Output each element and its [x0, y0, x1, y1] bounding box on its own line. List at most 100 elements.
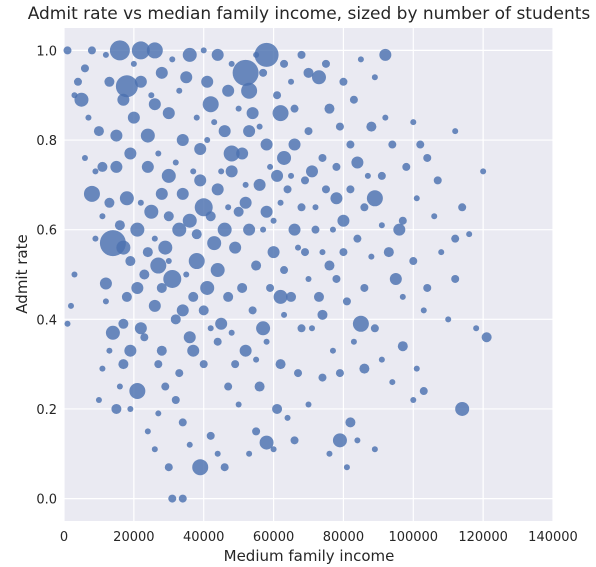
data-point [191, 229, 202, 240]
data-point [110, 129, 123, 142]
data-point [155, 410, 162, 417]
data-point [223, 291, 234, 302]
data-point [420, 307, 427, 314]
data-point [220, 463, 229, 472]
data-point [397, 341, 408, 352]
data-point [178, 418, 187, 427]
data-point [301, 176, 310, 185]
x-tick-label: 80000 [323, 530, 364, 545]
data-point [267, 163, 274, 170]
data-point [117, 93, 130, 106]
data-point [144, 204, 159, 219]
data-point [176, 187, 189, 200]
data-point [115, 75, 138, 98]
data-point [480, 168, 487, 175]
data-point [297, 203, 306, 212]
data-point [324, 260, 335, 271]
data-point [243, 223, 256, 236]
data-point [349, 95, 358, 104]
data-point [305, 401, 312, 408]
data-point [171, 395, 180, 404]
data-point [398, 216, 407, 225]
data-point [321, 59, 330, 68]
data-point [413, 195, 420, 202]
data-point [364, 172, 371, 179]
data-point [267, 246, 280, 259]
data-point [211, 119, 218, 126]
data-point [105, 325, 120, 340]
data-point [224, 382, 233, 391]
data-point [154, 360, 163, 369]
data-point [451, 234, 460, 243]
data-point [201, 75, 214, 88]
data-point [280, 59, 289, 68]
y-tick-label: 0.6 [36, 224, 57, 239]
data-point [335, 122, 344, 131]
data-point [218, 168, 225, 175]
x-tick-label: 20000 [113, 530, 154, 545]
data-point [466, 231, 473, 238]
data-point [215, 317, 228, 330]
x-tick-label: 140000 [528, 530, 578, 545]
data-point [74, 92, 89, 107]
data-point [332, 274, 341, 283]
data-point [207, 325, 214, 332]
data-point [161, 168, 176, 183]
data-point [194, 174, 207, 187]
data-point [345, 417, 356, 428]
data-point [176, 134, 189, 147]
data-point [151, 235, 158, 242]
data-point [239, 196, 252, 209]
data-point [243, 125, 256, 138]
data-point [223, 145, 240, 162]
data-point [354, 437, 361, 444]
data-point [137, 199, 144, 206]
data-point [337, 214, 350, 227]
data-point [110, 160, 123, 173]
data-point [104, 76, 115, 87]
data-point [452, 128, 459, 135]
data-point [280, 266, 289, 275]
data-point [360, 203, 369, 212]
data-point [242, 181, 249, 188]
data-points [63, 40, 492, 503]
data-point [378, 356, 385, 363]
data-point [317, 309, 328, 320]
data-point [80, 64, 89, 73]
data-point [393, 223, 406, 236]
data-point [190, 168, 197, 175]
data-point [148, 299, 161, 312]
data-point [253, 356, 260, 363]
data-point [346, 185, 355, 194]
data-point [99, 365, 106, 372]
y-axis-label: Admit rate [13, 234, 31, 313]
data-point [252, 427, 261, 436]
data-point [294, 369, 303, 378]
data-point [251, 260, 262, 271]
data-point [260, 138, 273, 151]
data-point [158, 240, 173, 255]
data-point [194, 198, 213, 217]
data-point [346, 140, 355, 149]
data-point [198, 305, 209, 316]
data-point [290, 436, 299, 445]
data-point [114, 220, 125, 231]
data-point [109, 40, 130, 61]
data-point [231, 360, 240, 369]
data-point [389, 272, 402, 285]
data-point [383, 247, 394, 258]
data-point [106, 347, 113, 354]
data-point [104, 197, 115, 208]
data-point [165, 258, 172, 265]
data-point [343, 464, 350, 471]
data-point [140, 333, 149, 342]
data-point [168, 494, 177, 503]
data-point [81, 154, 88, 161]
data-point [129, 383, 146, 400]
y-tick-label: 0.4 [36, 313, 57, 328]
data-point [329, 226, 336, 233]
data-point [288, 78, 295, 85]
chart-title: Admit rate vs median family income, size… [28, 4, 591, 24]
data-point [311, 70, 326, 85]
data-point [339, 77, 348, 86]
